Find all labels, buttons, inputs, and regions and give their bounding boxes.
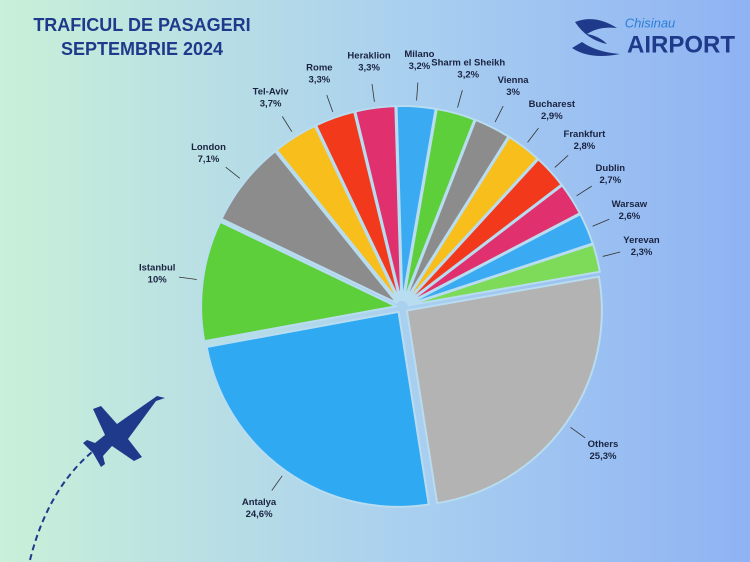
slice-label: Yerevan: [623, 235, 660, 246]
pie-slice: [406, 184, 582, 305]
leader-line: [281, 116, 293, 132]
plane-decoration: [29, 396, 165, 561]
slice-value: 3%: [506, 87, 520, 98]
slice-label: Bucharest: [529, 99, 576, 110]
leader-line: [457, 90, 463, 108]
pie-slice: [402, 107, 476, 302]
logo-icon: [575, 19, 617, 44]
slice-label: Tel-Aviv: [253, 86, 290, 97]
leader-line: [570, 426, 586, 439]
leader-line: [416, 82, 419, 101]
pie-slice: [275, 124, 400, 303]
logo: Chisinau AIRPORT: [572, 15, 735, 58]
leader-line: [592, 218, 610, 227]
slice-value: 2,9%: [541, 111, 563, 122]
logo-name: AIRPORT: [627, 31, 735, 58]
slice-value: 3,2%: [409, 61, 431, 72]
slice-label: Heraklion: [347, 51, 390, 62]
slice-value: 3,3%: [358, 63, 380, 74]
slice-value: 7,1%: [198, 154, 220, 165]
pie-slice: [405, 275, 603, 505]
logo-icon: [572, 42, 620, 56]
leader-line: [494, 105, 504, 123]
pie-slice: [403, 118, 510, 303]
pie-slice: [205, 310, 430, 508]
slice-value: 2,8%: [574, 141, 596, 152]
pie-slice: [314, 110, 401, 302]
slice-label: Antalya: [242, 497, 277, 508]
slice-value: 2,6%: [619, 211, 641, 222]
pie-slice: [200, 220, 400, 343]
slice-label: London: [191, 142, 226, 153]
chart-title: TRAFICUL DE PASAGERI: [33, 15, 250, 35]
slice-value: 25,3%: [590, 451, 617, 462]
slice-label: Sharm el Sheikh: [431, 58, 505, 69]
slice-label: Frankfurt: [564, 129, 607, 140]
pie-slice: [405, 157, 563, 304]
slice-value: 10%: [148, 275, 168, 286]
slice-label: Rome: [306, 63, 332, 74]
slice-value: 3,7%: [260, 98, 282, 109]
leader-line: [326, 94, 334, 113]
leader-line: [371, 83, 375, 102]
slice-label: Others: [588, 439, 619, 450]
slice-label: Milano: [404, 49, 434, 60]
pie-slice: [220, 149, 399, 305]
leader-line: [602, 251, 621, 257]
flight-path: [29, 441, 106, 561]
slice-label: Vienna: [498, 75, 530, 86]
leader-line: [178, 276, 197, 280]
pie-slice: [404, 135, 539, 303]
slice-value: 2,3%: [631, 247, 653, 258]
leader-line: [271, 475, 283, 491]
leader-line: [554, 154, 569, 168]
logo-city: Chisinau: [625, 15, 676, 30]
slice-label: Istanbul: [139, 263, 175, 274]
slice-value: 3,3%: [309, 75, 331, 86]
slice-label: Warsaw: [612, 199, 648, 210]
leader-line: [225, 166, 241, 179]
pie-slice: [407, 243, 602, 307]
pie-slice: [354, 105, 403, 302]
leader-line: [527, 127, 539, 143]
slice-value: 3,2%: [457, 70, 479, 81]
pie-slice: [395, 105, 437, 302]
slice-value: 24,6%: [246, 509, 273, 520]
leader-line: [576, 185, 592, 197]
plane-icon: [83, 396, 165, 467]
slice-value: 2,7%: [599, 175, 621, 186]
chart-subtitle: SEPTEMBRIE 2024: [61, 39, 223, 59]
slice-label: Dublin: [596, 163, 626, 174]
